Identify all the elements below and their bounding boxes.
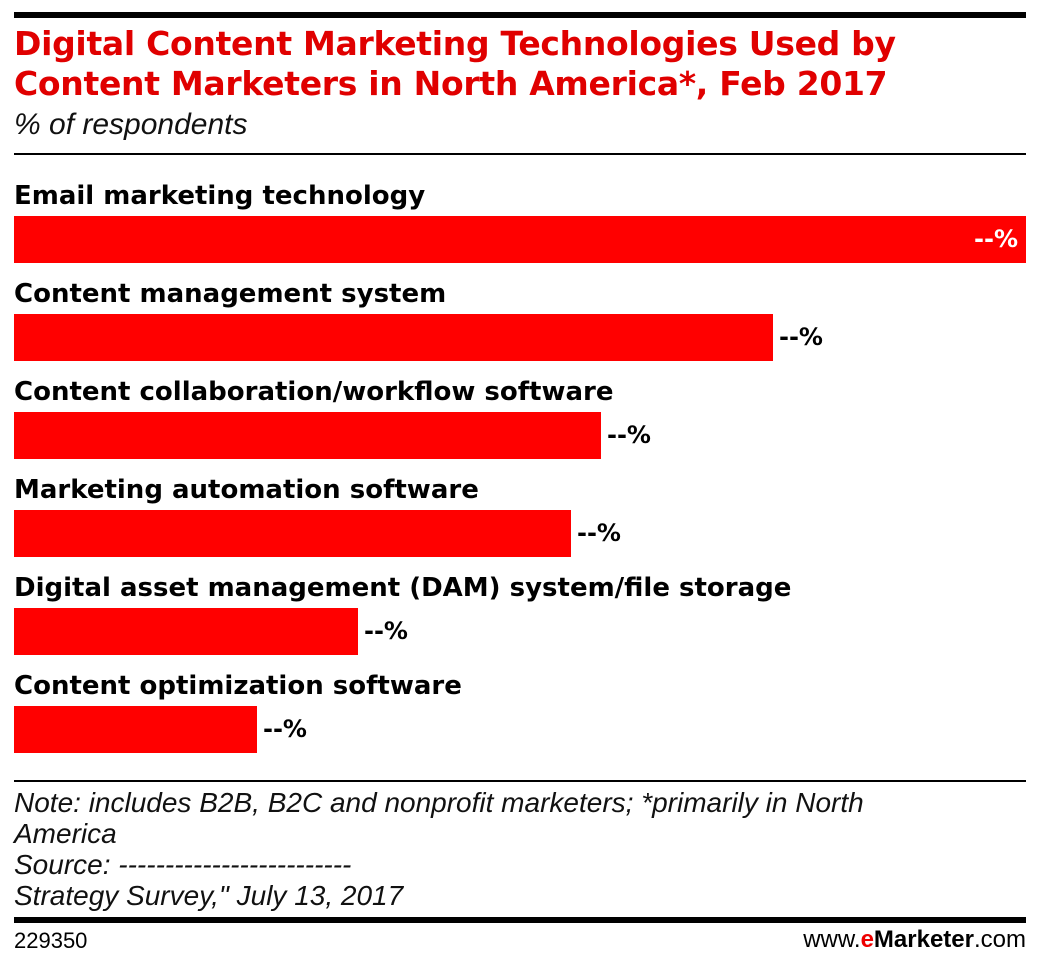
bar (14, 510, 571, 557)
footer-rule (14, 780, 1026, 782)
emarketer-logo: www.eMarketer.com (803, 926, 1026, 954)
note-line-2: America (14, 818, 117, 849)
category-label: Content optimization software (14, 671, 462, 701)
source-line-2: Strategy Survey," July 13, 2017 (14, 880, 404, 911)
bottom-rule (14, 917, 1026, 923)
logo-prefix: www. (803, 926, 861, 953)
category-label: Digital asset management (DAM) system/fi… (14, 573, 792, 603)
value-label: --% (263, 715, 307, 743)
category-label: Email marketing technology (14, 181, 426, 211)
chart-subtitle: % of respondents (14, 108, 248, 141)
value-label: --% (779, 323, 823, 351)
source-line: Source: ------------------------- (14, 849, 352, 880)
footnote: Note: includes B2B, B2C and nonprofit ma… (14, 787, 864, 911)
value-label: --% (364, 617, 408, 645)
category-label: Content management system (14, 279, 447, 309)
logo-name: Marketer (873, 926, 974, 953)
logo-suffix: .com (973, 926, 1026, 953)
chart-id: 229350 (14, 928, 88, 953)
header-rule (14, 153, 1026, 155)
logo-e: e (860, 926, 874, 953)
bar (14, 412, 601, 459)
bar (14, 608, 358, 655)
note-line-1: Note: includes B2B, B2C and nonprofit ma… (14, 787, 864, 818)
bar (14, 314, 773, 361)
value-label: --% (607, 421, 651, 449)
bar (14, 216, 1026, 263)
value-label: --% (974, 225, 1018, 253)
top-rule (14, 12, 1026, 18)
category-label: Content collaboration/workflow software (14, 377, 614, 407)
bar (14, 706, 257, 753)
value-label: --% (577, 519, 621, 547)
chart-title: Digital Content Marketing Technologies U… (14, 24, 896, 103)
category-label: Marketing automation software (14, 475, 479, 505)
